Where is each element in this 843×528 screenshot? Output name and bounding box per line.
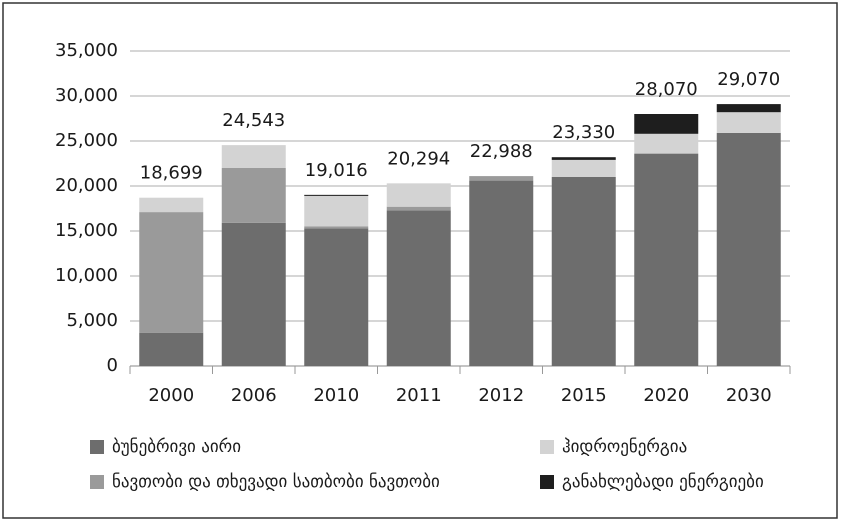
total-label: 18,699: [140, 163, 203, 184]
y-tick-label: 20,000: [55, 175, 118, 196]
bar-segment: [304, 228, 369, 366]
bar-segment: [634, 153, 699, 366]
total-label: 19,016: [305, 160, 368, 181]
y-tick-label: 30,000: [55, 85, 118, 106]
y-tick-label: 15,000: [55, 220, 118, 241]
bar-segment: [551, 157, 616, 160]
legend-label: ნავთობი და თხევადი სათბობი ნავთობი: [112, 472, 440, 492]
total-label: 28,070: [635, 79, 698, 100]
total-label: 23,330: [552, 122, 615, 143]
total-label: 29,070: [717, 69, 780, 90]
bar-segment: [469, 176, 534, 181]
x-tick-label: 2030: [726, 385, 772, 406]
bar-segment: [716, 104, 781, 113]
x-tick-label: 2012: [478, 385, 524, 406]
bar-segment: [386, 206, 451, 211]
bar-segment: [139, 332, 204, 366]
x-tick-label: 2010: [313, 385, 359, 406]
bar-segment: [221, 145, 286, 168]
total-label: 20,294: [387, 148, 450, 169]
bar-segment: [469, 180, 534, 366]
total-label: 22,988: [470, 141, 533, 162]
bar-segment: [304, 226, 369, 229]
bar-segment: [634, 133, 699, 154]
total-label: 24,543: [222, 110, 285, 131]
legend-label: განახლებადი ენერგიები: [562, 472, 764, 492]
bar-segment: [139, 197, 204, 213]
x-tick-label: 2006: [231, 385, 277, 406]
bar-segment: [551, 177, 616, 366]
x-tick-label: 2015: [561, 385, 607, 406]
x-tick-label: 2011: [396, 385, 442, 406]
bar-segment: [716, 112, 781, 133]
bar-segment: [304, 195, 369, 227]
x-tick-label: 2020: [643, 385, 689, 406]
y-tick-label: 25,000: [55, 130, 118, 151]
y-tick-label: 0: [107, 355, 118, 376]
bar-segment: [139, 212, 204, 333]
bar-segment: [551, 159, 616, 177]
legend-swatch: [90, 475, 104, 489]
y-tick-label: 10,000: [55, 265, 118, 286]
bar-segment: [386, 210, 451, 366]
bar-segment: [634, 114, 699, 134]
bar-segment: [221, 222, 286, 366]
legend-label: ბუნებრივი აირი: [112, 437, 241, 457]
bar-segment: [221, 168, 286, 223]
y-tick-label: 35,000: [55, 40, 118, 61]
bar-segment: [386, 183, 451, 207]
legend-swatch: [540, 440, 554, 454]
bar-segment: [716, 132, 781, 366]
y-tick-label: 5,000: [66, 310, 118, 331]
bar-segment: [304, 194, 369, 196]
legend-swatch: [540, 475, 554, 489]
x-tick-label: 2000: [148, 385, 194, 406]
legend-label: ჰიდროენერგია: [562, 437, 687, 457]
legend-swatch: [90, 440, 104, 454]
